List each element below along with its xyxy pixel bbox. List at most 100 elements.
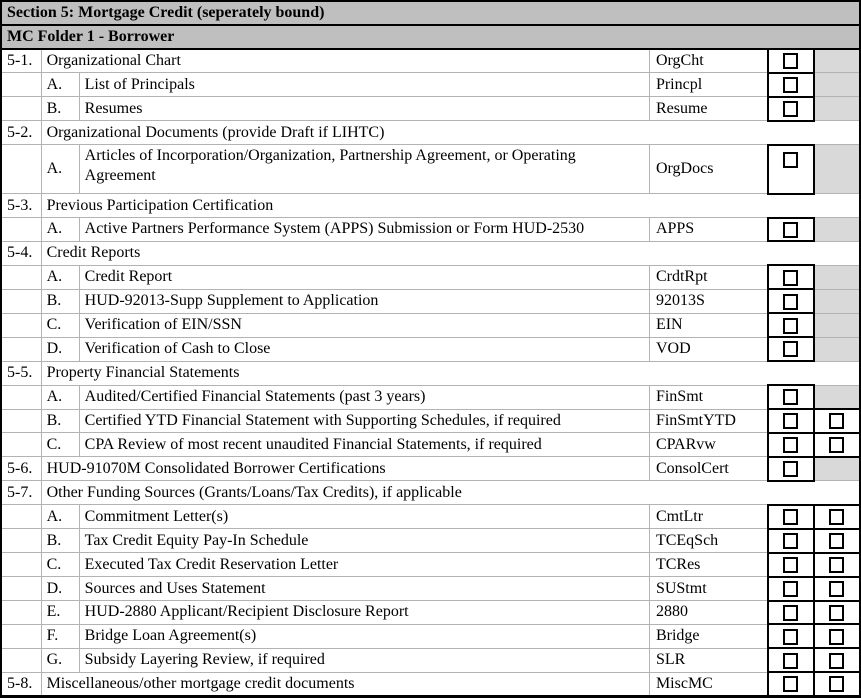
na-cell — [813, 456, 861, 482]
item-letter: B. — [40, 288, 80, 314]
item-description: HUD-2880 Applicant/Recipient Disclosure … — [78, 600, 650, 625]
item-letter: A. — [40, 264, 80, 290]
item-row: F. Bridge Loan Agreement(s) Bridge — [0, 623, 861, 650]
item-row: B. HUD-92013-Supp Supplement to Applicati… — [0, 288, 861, 315]
na-cell — [813, 72, 861, 98]
section-row: 5-2. Organizational Documents (provide Dr… — [0, 120, 861, 146]
checkbox-cell — [766, 47, 815, 74]
checkbox[interactable] — [829, 628, 845, 645]
item-description: HUD-92013-Supp Supplement to Application — [78, 288, 650, 314]
item-description: Active Partners Performance System (APPS… — [78, 217, 650, 242]
item-letter: C. — [40, 432, 80, 458]
checkbox-cell — [766, 503, 815, 530]
checkbox[interactable] — [783, 580, 799, 597]
checkbox[interactable] — [783, 509, 799, 526]
item-number: 5-4. — [0, 240, 42, 266]
checkbox[interactable] — [783, 293, 799, 310]
item-number: 5-5. — [0, 360, 42, 386]
item-code: 2880 — [648, 600, 769, 625]
checkbox-cell — [766, 431, 815, 458]
na-cell — [813, 288, 861, 314]
item-letter: B. — [40, 96, 80, 122]
checkbox[interactable] — [783, 628, 799, 645]
item-code: Resume — [648, 96, 769, 122]
item-description: HUD-91070M Consolidated Borrower Certifi… — [40, 456, 650, 482]
checkbox[interactable] — [783, 341, 799, 358]
section-row: 5-3. Previous Participation Certification — [0, 193, 861, 218]
checkbox[interactable] — [829, 437, 845, 454]
checkbox-cell — [766, 288, 815, 315]
na-cell — [813, 264, 861, 290]
checkbox[interactable] — [829, 580, 845, 597]
item-row: B. Resumes Resume — [0, 95, 861, 122]
checkbox-cell — [766, 336, 815, 363]
item-row: E. HUD-2880 Applicant/Recipient Disclosur… — [0, 599, 861, 626]
na-cell — [813, 217, 861, 242]
checkbox-cell — [812, 527, 861, 554]
item-number — [0, 623, 42, 649]
item-code: FinSmtYTD — [648, 408, 769, 434]
checkbox-cell — [766, 95, 815, 122]
checkbox[interactable] — [829, 509, 845, 526]
checkbox-cell — [766, 143, 815, 195]
item-code: FinSmt — [648, 384, 769, 410]
section-row: 5-4. Credit Reports — [0, 240, 861, 266]
item-letter: D. — [40, 336, 80, 362]
checkbox[interactable] — [783, 676, 799, 693]
checkbox[interactable] — [783, 101, 799, 118]
item-row: 5-1. Organizational Chart OrgCht — [0, 47, 861, 74]
checkbox-cell — [766, 551, 815, 578]
item-row: B. Certified YTD Financial Statement with… — [0, 408, 861, 434]
checkbox-cell — [766, 599, 815, 626]
checkbox[interactable] — [783, 556, 799, 573]
item-description: Articles of Incorporation/Organization, … — [78, 144, 650, 195]
checkbox[interactable] — [783, 389, 799, 406]
item-row: 5-8. Miscellaneous/other mortgage credit … — [0, 671, 861, 698]
item-letter: A. — [40, 217, 80, 242]
checkbox[interactable] — [783, 151, 799, 168]
na-cell — [813, 48, 861, 74]
section-row: 5-5. Property Financial Statements — [0, 360, 861, 386]
checkbox[interactable] — [783, 413, 799, 430]
checkbox[interactable] — [829, 604, 845, 621]
checkbox[interactable] — [783, 269, 799, 286]
item-number — [0, 144, 42, 195]
checkbox-cell — [766, 312, 815, 339]
item-row: A. Credit Report CrdtRpt — [0, 264, 861, 291]
checkbox[interactable] — [829, 556, 845, 573]
checkbox[interactable] — [783, 77, 799, 94]
item-number — [0, 432, 42, 458]
item-number — [0, 504, 42, 530]
checkbox-cell — [812, 623, 861, 650]
item-description: Credit Report — [78, 264, 650, 290]
section-row: 5-7. Other Funding Sources (Grants/Loans/… — [0, 480, 861, 506]
checkbox[interactable] — [783, 604, 799, 621]
checklist-body: 5-1. Organizational Chart OrgCht A. List of … — [0, 47, 861, 698]
checkbox[interactable] — [829, 676, 845, 693]
item-code: SLR — [648, 647, 769, 673]
item-row: C. Verification of EIN/SSN EIN — [0, 312, 861, 339]
checkbox[interactable] — [783, 652, 799, 669]
item-code: ConsolCert — [648, 456, 769, 482]
checkbox[interactable] — [829, 413, 845, 430]
item-letter: C. — [40, 312, 80, 338]
item-letter: G. — [40, 647, 80, 673]
checkbox[interactable] — [783, 461, 799, 478]
checkbox[interactable] — [783, 53, 799, 70]
checkbox[interactable] — [783, 532, 799, 549]
checkbox[interactable] — [783, 437, 799, 454]
item-number — [0, 336, 42, 362]
checkbox-cell — [766, 216, 815, 243]
item-number — [0, 552, 42, 578]
item-code: Princpl — [648, 72, 769, 98]
checkbox[interactable] — [829, 532, 845, 549]
section-description: Previous Participation Certification — [40, 193, 861, 218]
item-row: C. Executed Tax Credit Reservation Letter… — [0, 551, 861, 578]
item-letter: C. — [40, 552, 80, 578]
item-number — [0, 288, 42, 314]
checkbox[interactable] — [783, 317, 799, 334]
checkbox[interactable] — [783, 221, 799, 238]
checkbox[interactable] — [829, 652, 845, 669]
item-row: B. Tax Credit Equity Pay-In Schedule TCEqS… — [0, 527, 861, 554]
na-cell — [813, 312, 861, 338]
